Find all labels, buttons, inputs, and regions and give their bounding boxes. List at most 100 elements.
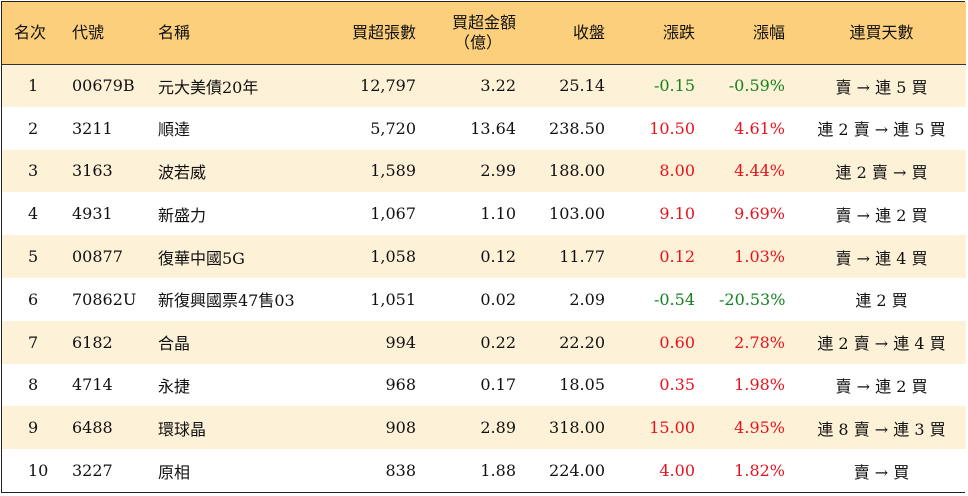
cell-consecutive-days: 賣 → 連 4 買 bbox=[835, 248, 928, 268]
cell-change: 0.35 bbox=[659, 375, 695, 395]
cell-change-pct: -20.53% bbox=[719, 289, 786, 309]
cell-close: 224.00 bbox=[549, 461, 605, 481]
cell-close: 18.05 bbox=[559, 375, 605, 395]
cell-code: 6488 bbox=[72, 418, 113, 438]
cell-net-buy-amount: 13.64 bbox=[470, 118, 516, 138]
cell-net-buy-amount: 1.88 bbox=[480, 461, 516, 481]
cell-rank: 7 bbox=[28, 332, 39, 352]
cell-rank: 5 bbox=[28, 247, 39, 267]
header-net-buy-lots: 買超張數 bbox=[351, 22, 416, 42]
table-row[interactable]: 3 3163 波若威 1,589 2.99 188.00 8.00 4.44% 連 2 賣 → … bbox=[2, 149, 966, 193]
table-row[interactable]: 7 6182 合晶 994 0.22 22.20 0.60 2.78% 連 2 賣 → 連 4 … bbox=[2, 320, 966, 364]
cell-change: 0.12 bbox=[659, 247, 695, 267]
cell-rank: 9 bbox=[28, 418, 39, 438]
header-change: 漲跌 bbox=[662, 22, 695, 42]
cell-name: 合晶 bbox=[158, 334, 191, 354]
table-row[interactable]: 4 4931 新盛力 1,067 1.10 103.00 9.10 9.69% 賣 → 連 2 … bbox=[2, 192, 966, 236]
cell-close: 188.00 bbox=[549, 161, 605, 181]
header-code: 代號 bbox=[72, 22, 105, 42]
cell-consecutive-days: 連 8 賣 → 連 3 買 bbox=[817, 419, 946, 439]
header-net-buy-amount-line2: （億） bbox=[453, 32, 502, 52]
table-row[interactable]: 10 3227 原相 838 1.88 224.00 4.00 1.82% 賣 → 買 bbox=[2, 449, 966, 492]
cell-name: 新盛力 bbox=[158, 205, 207, 225]
cell-net-buy-lots: 1,067 bbox=[370, 204, 416, 224]
cell-consecutive-days: 賣 → 連 2 買 bbox=[835, 376, 928, 396]
cell-rank: 2 bbox=[28, 118, 39, 138]
cell-rank: 8 bbox=[28, 375, 39, 395]
cell-name: 環球晶 bbox=[158, 419, 207, 439]
table-row[interactable]: 5 00877 復華中國5G 1,058 0.12 11.77 0.12 1.03% 賣 → 連… bbox=[2, 235, 966, 278]
cell-change-pct: 1.03% bbox=[734, 247, 785, 267]
table-row[interactable]: 2 3211 順達 5,720 13.64 238.50 10.50 4.61% 連 2 賣 →… bbox=[2, 106, 966, 150]
cell-net-buy-amount: 0.17 bbox=[480, 375, 516, 395]
cell-net-buy-amount: 1.10 bbox=[480, 204, 516, 224]
cell-consecutive-days: 賣 → 連 2 買 bbox=[835, 205, 928, 225]
cell-consecutive-days: 連 2 買 bbox=[855, 291, 908, 311]
cell-name: 原相 bbox=[158, 462, 191, 482]
table-header-row: 名次 代號 名稱 買超張數 買超金額 （億） 收盤 漲跌 漲幅 連買天數 bbox=[2, 2, 966, 64]
cell-change: 15.00 bbox=[649, 418, 695, 438]
cell-consecutive-days: 連 2 賣 → 連 5 買 bbox=[817, 120, 946, 140]
cell-net-buy-lots: 838 bbox=[385, 461, 416, 481]
cell-name: 波若威 bbox=[158, 162, 207, 182]
cell-name: 順達 bbox=[158, 120, 191, 140]
cell-net-buy-lots: 12,797 bbox=[360, 76, 416, 96]
cell-change-pct: 2.78% bbox=[734, 332, 785, 352]
cell-change-pct: 4.61% bbox=[734, 118, 785, 138]
cell-net-buy-amount: 2.99 bbox=[480, 161, 516, 181]
cell-code: 4714 bbox=[72, 375, 113, 395]
cell-change: 4.00 bbox=[659, 461, 695, 481]
cell-net-buy-amount: 3.22 bbox=[480, 76, 516, 96]
header-consecutive-days: 連買天數 bbox=[849, 22, 914, 42]
cell-net-buy-lots: 994 bbox=[385, 332, 416, 352]
cell-change: 9.10 bbox=[659, 204, 695, 224]
cell-code: 3227 bbox=[72, 461, 113, 481]
cell-close: 25.14 bbox=[559, 76, 605, 96]
cell-close: 2.09 bbox=[569, 289, 605, 309]
table-row[interactable]: 6 70862U 新復興國票47售03 1,051 0.02 2.09 -0.54 -20.5… bbox=[2, 277, 966, 321]
cell-change: -0.15 bbox=[653, 76, 695, 96]
cell-change: 0.60 bbox=[659, 332, 695, 352]
cell-rank: 10 bbox=[28, 461, 49, 481]
table-row[interactable]: 8 4714 永捷 968 0.17 18.05 0.35 1.98% 賣 → 連 2 買 bbox=[2, 363, 966, 407]
cell-consecutive-days: 連 2 賣 → 買 bbox=[835, 162, 928, 182]
cell-change-pct: 9.69% bbox=[734, 204, 785, 224]
cell-close: 22.20 bbox=[559, 332, 605, 352]
cell-name: 元大美債20年 bbox=[158, 77, 259, 97]
cell-name: 復華中國5G bbox=[158, 248, 245, 268]
cell-net-buy-amount: 0.22 bbox=[480, 332, 516, 352]
cell-net-buy-amount: 2.89 bbox=[480, 418, 516, 438]
cell-net-buy-lots: 1,058 bbox=[370, 247, 416, 267]
cell-consecutive-days: 賣 → 買 bbox=[853, 462, 910, 482]
cell-code: 3163 bbox=[72, 161, 113, 181]
cell-change: -0.54 bbox=[653, 289, 695, 309]
cell-rank: 6 bbox=[28, 289, 39, 309]
cell-change: 8.00 bbox=[659, 161, 695, 181]
header-name: 名稱 bbox=[158, 22, 191, 42]
table-row[interactable]: 1 00679B 元大美債20年 12,797 3.22 25.14 -0.15 -0.59%… bbox=[2, 64, 966, 107]
cell-net-buy-lots: 968 bbox=[385, 375, 416, 395]
cell-code: 6182 bbox=[72, 332, 113, 352]
cell-net-buy-lots: 1,589 bbox=[370, 161, 416, 181]
cell-net-buy-lots: 5,720 bbox=[370, 118, 416, 138]
header-rank: 名次 bbox=[14, 22, 47, 42]
header-change-pct: 漲幅 bbox=[752, 22, 785, 42]
table-row[interactable]: 9 6488 環球晶 908 2.89 318.00 15.00 4.95% 連 8 賣 → 連… bbox=[2, 406, 966, 450]
table-body: 1 00679B 元大美債20年 12,797 3.22 25.14 -0.15 -0.59%… bbox=[2, 64, 966, 492]
cell-rank: 1 bbox=[28, 76, 39, 96]
cell-close: 238.50 bbox=[549, 118, 605, 138]
cell-change-pct: -0.59% bbox=[728, 76, 785, 96]
cell-name: 新復興國票47售03 bbox=[158, 291, 295, 311]
cell-change-pct: 1.82% bbox=[734, 461, 785, 481]
cell-net-buy-lots: 908 bbox=[385, 418, 416, 438]
cell-net-buy-lots: 1,051 bbox=[370, 289, 416, 309]
cell-consecutive-days: 賣 → 連 5 買 bbox=[835, 77, 928, 97]
cell-close: 318.00 bbox=[549, 418, 605, 438]
header-net-buy-amount: 買超金額 （億） bbox=[428, 2, 528, 64]
cell-code: 4931 bbox=[72, 204, 113, 224]
cell-net-buy-amount: 0.02 bbox=[480, 289, 516, 309]
cell-change-pct: 4.95% bbox=[734, 418, 785, 438]
cell-code: 3211 bbox=[72, 118, 113, 138]
